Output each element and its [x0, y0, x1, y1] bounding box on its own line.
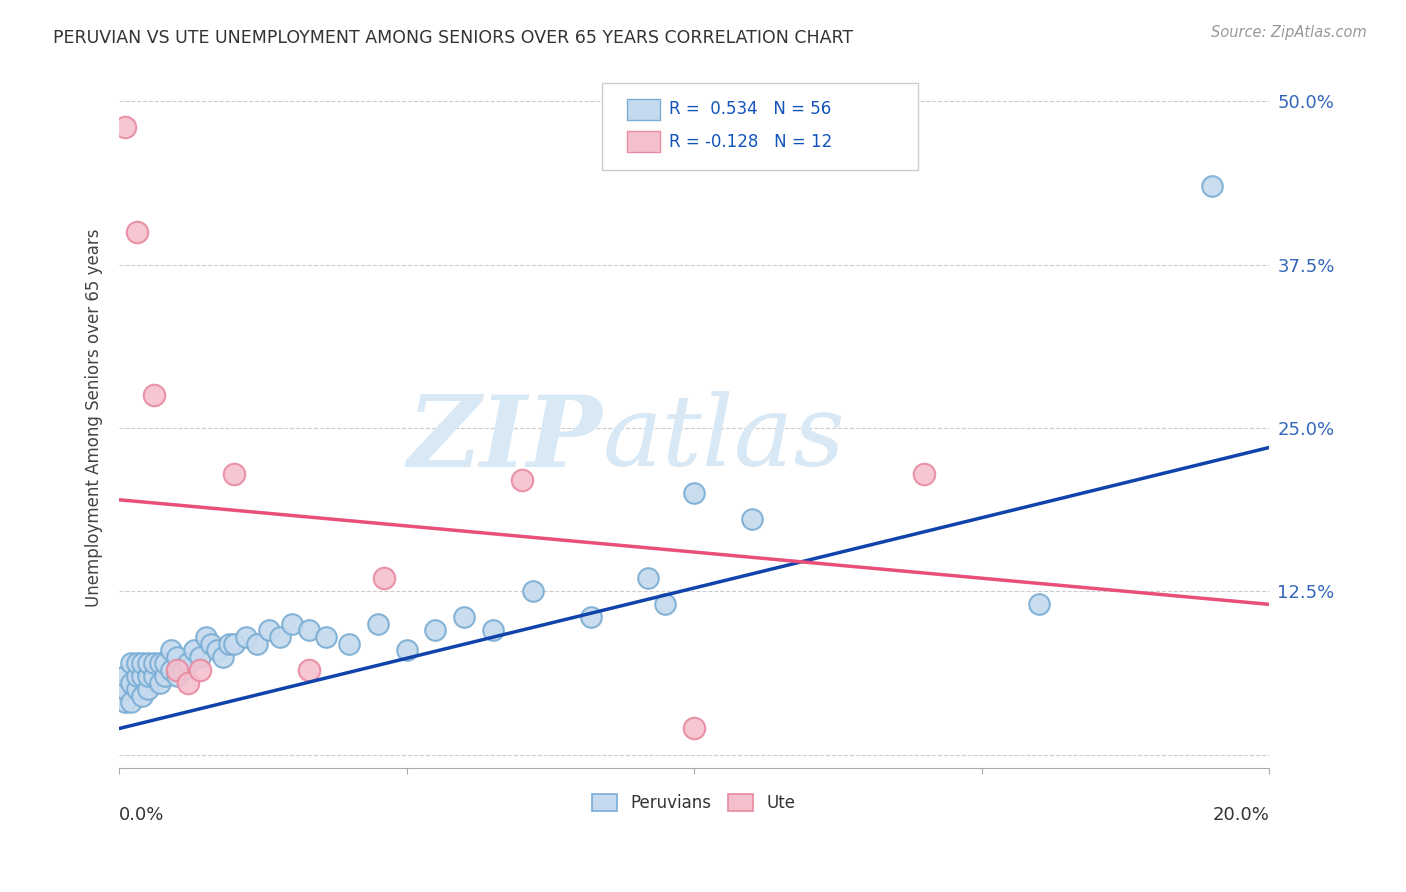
Point — [425, 624, 447, 638]
Point — [142, 388, 165, 402]
Point — [373, 571, 395, 585]
Point — [269, 630, 291, 644]
Point — [482, 624, 505, 638]
Text: R =  0.534   N = 56: R = 0.534 N = 56 — [669, 100, 831, 118]
Point — [120, 656, 142, 670]
Point — [298, 663, 321, 677]
Point — [136, 669, 159, 683]
Point — [131, 656, 153, 670]
Point — [367, 616, 389, 631]
Point — [280, 616, 302, 631]
Point — [194, 630, 217, 644]
Text: 0.0%: 0.0% — [120, 806, 165, 824]
Point — [166, 649, 188, 664]
Point — [1028, 598, 1050, 612]
Point — [211, 649, 233, 664]
Point — [337, 636, 360, 650]
Text: R = -0.128   N = 12: R = -0.128 N = 12 — [669, 133, 832, 151]
Text: PERUVIAN VS UTE UNEMPLOYMENT AMONG SENIORS OVER 65 YEARS CORRELATION CHART: PERUVIAN VS UTE UNEMPLOYMENT AMONG SENIO… — [53, 29, 853, 46]
Point — [166, 663, 188, 677]
Point — [224, 636, 246, 650]
Point — [136, 682, 159, 697]
Point — [142, 656, 165, 670]
Point — [188, 649, 211, 664]
Point — [654, 598, 676, 612]
Point — [177, 656, 200, 670]
Point — [637, 571, 659, 585]
Point — [205, 643, 228, 657]
Point — [395, 643, 418, 657]
Point — [224, 467, 246, 481]
Point — [200, 636, 222, 650]
FancyBboxPatch shape — [602, 82, 918, 169]
Point — [298, 624, 321, 638]
Y-axis label: Unemployment Among Seniors over 65 years: Unemployment Among Seniors over 65 years — [86, 229, 103, 607]
Point — [683, 722, 706, 736]
Point — [131, 689, 153, 703]
Point — [125, 656, 148, 670]
Point — [315, 630, 337, 644]
Point — [257, 624, 280, 638]
Point — [172, 663, 194, 677]
Point — [114, 120, 136, 135]
Point — [166, 669, 188, 683]
Point — [188, 663, 211, 677]
Point — [125, 225, 148, 239]
Point — [579, 610, 602, 624]
Point — [683, 486, 706, 500]
Point — [160, 643, 183, 657]
Point — [522, 584, 544, 599]
Point — [912, 467, 935, 481]
Point — [142, 669, 165, 683]
Point — [148, 656, 170, 670]
Point — [453, 610, 475, 624]
Point — [160, 663, 183, 677]
Point — [155, 669, 177, 683]
Point — [131, 669, 153, 683]
Text: 20.0%: 20.0% — [1212, 806, 1270, 824]
Point — [136, 656, 159, 670]
Point — [177, 675, 200, 690]
Point — [246, 636, 269, 650]
Point — [155, 656, 177, 670]
Point — [125, 669, 148, 683]
Text: ZIP: ZIP — [408, 391, 602, 487]
Point — [183, 643, 205, 657]
Point — [114, 669, 136, 683]
Point — [218, 636, 240, 650]
Point — [125, 682, 148, 697]
Point — [120, 675, 142, 690]
Point — [510, 473, 533, 487]
Text: atlas: atlas — [602, 392, 845, 487]
Point — [1201, 179, 1223, 194]
Point — [120, 695, 142, 709]
FancyBboxPatch shape — [627, 131, 659, 153]
Point — [741, 512, 763, 526]
Text: Source: ZipAtlas.com: Source: ZipAtlas.com — [1211, 25, 1367, 40]
Point — [148, 675, 170, 690]
Legend: Peruvians, Ute: Peruvians, Ute — [586, 788, 803, 819]
Point — [114, 695, 136, 709]
Point — [235, 630, 257, 644]
FancyBboxPatch shape — [627, 99, 659, 120]
Point — [114, 682, 136, 697]
